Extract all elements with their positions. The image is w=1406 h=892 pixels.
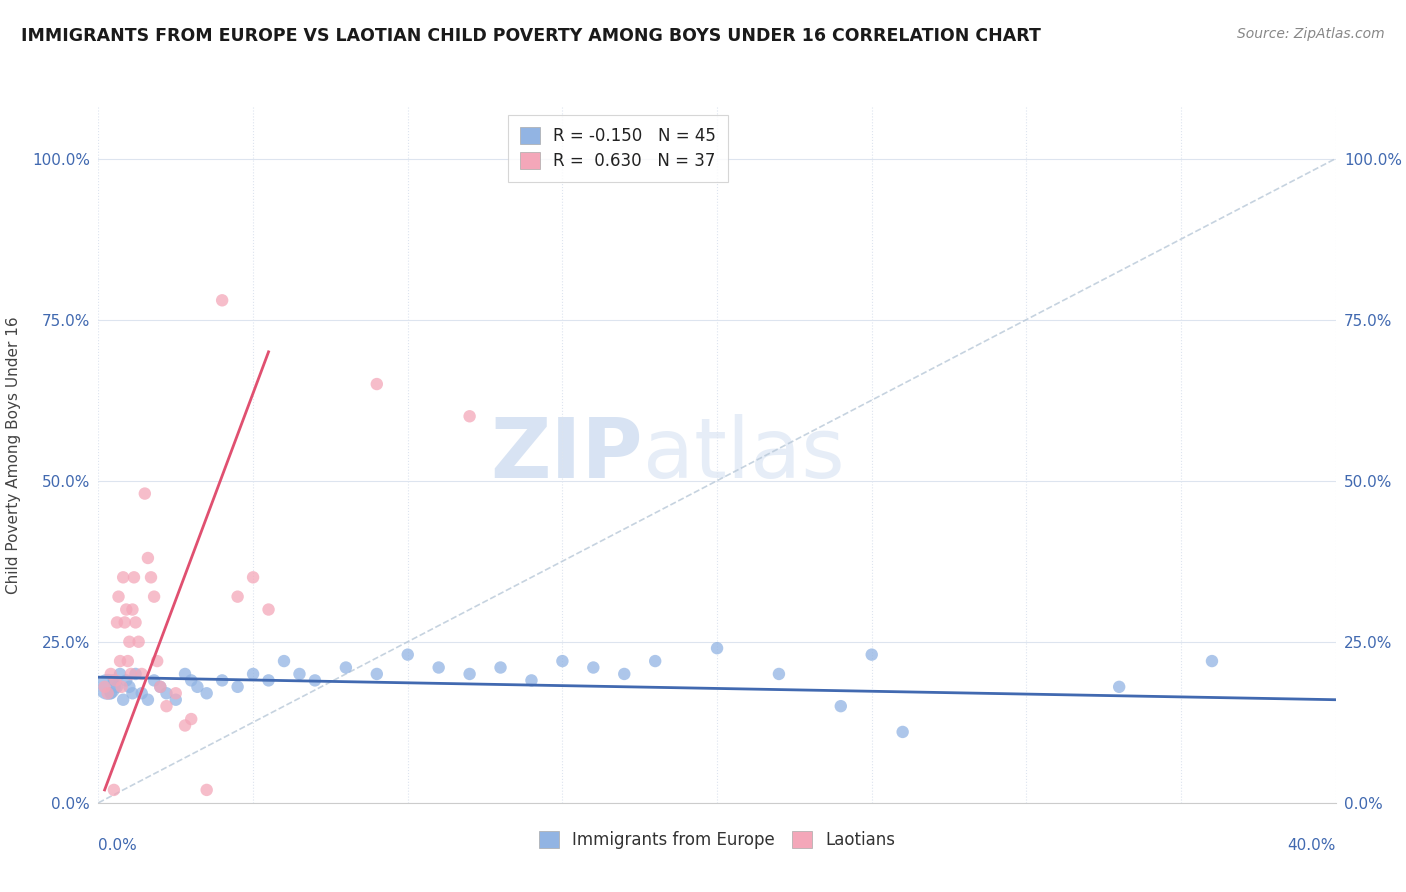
Point	[121, 602, 143, 616]
Point	[1108, 680, 1130, 694]
Point	[174, 718, 197, 732]
Point	[114, 615, 136, 630]
Point	[226, 680, 249, 694]
Point	[891, 725, 914, 739]
Point	[112, 692, 135, 706]
Point	[104, 673, 127, 688]
Point	[180, 673, 202, 688]
Point	[105, 680, 128, 694]
Point	[860, 648, 883, 662]
Point	[644, 654, 666, 668]
Point	[427, 660, 450, 674]
Point	[613, 667, 636, 681]
Point	[131, 686, 153, 700]
Point	[124, 667, 146, 681]
Point	[97, 686, 120, 700]
Point	[186, 680, 208, 694]
Point	[139, 570, 162, 584]
Point	[180, 712, 202, 726]
Text: ZIP: ZIP	[491, 415, 643, 495]
Point	[97, 680, 120, 694]
Point	[118, 680, 141, 694]
Point	[149, 680, 172, 694]
Text: Source: ZipAtlas.com: Source: ZipAtlas.com	[1237, 27, 1385, 41]
Point	[768, 667, 790, 681]
Point	[100, 667, 122, 681]
Point	[489, 660, 512, 674]
Point	[155, 699, 177, 714]
Point	[211, 293, 233, 308]
Point	[582, 660, 605, 674]
Point	[149, 680, 172, 694]
Text: 0.0%: 0.0%	[98, 838, 138, 853]
Text: atlas: atlas	[643, 415, 845, 495]
Point	[257, 673, 280, 688]
Point	[122, 570, 145, 584]
Point	[1201, 654, 1223, 668]
Point	[165, 692, 187, 706]
Point	[366, 377, 388, 392]
Point	[128, 634, 150, 648]
Point	[520, 673, 543, 688]
Point	[103, 673, 125, 688]
Point	[107, 590, 129, 604]
Text: IMMIGRANTS FROM EUROPE VS LAOTIAN CHILD POVERTY AMONG BOYS UNDER 16 CORRELATION : IMMIGRANTS FROM EUROPE VS LAOTIAN CHILD …	[21, 27, 1040, 45]
Point	[335, 660, 357, 674]
Point	[143, 673, 166, 688]
Point	[120, 667, 142, 681]
Point	[273, 654, 295, 668]
Point	[115, 602, 138, 616]
Point	[103, 783, 125, 797]
Point	[165, 686, 187, 700]
Point	[830, 699, 852, 714]
Point	[396, 648, 419, 662]
Point	[124, 615, 146, 630]
Point	[134, 486, 156, 500]
Point	[551, 654, 574, 668]
Point	[706, 641, 728, 656]
Point	[195, 686, 218, 700]
Point	[115, 673, 138, 688]
Point	[112, 570, 135, 584]
Y-axis label: Child Poverty Among Boys Under 16: Child Poverty Among Boys Under 16	[6, 316, 21, 594]
Point	[242, 667, 264, 681]
Legend: Immigrants from Europe, Laotians: Immigrants from Europe, Laotians	[527, 819, 907, 861]
Point	[93, 680, 115, 694]
Text: 40.0%: 40.0%	[1288, 838, 1336, 853]
Point	[155, 686, 177, 700]
Point	[195, 783, 218, 797]
Point	[118, 634, 141, 648]
Point	[366, 667, 388, 681]
Point	[257, 602, 280, 616]
Point	[242, 570, 264, 584]
Point	[146, 654, 169, 668]
Point	[288, 667, 311, 681]
Point	[117, 654, 139, 668]
Point	[136, 551, 159, 566]
Point	[458, 409, 481, 424]
Point	[105, 615, 128, 630]
Point	[108, 667, 131, 681]
Point	[136, 692, 159, 706]
Point	[108, 654, 131, 668]
Point	[304, 673, 326, 688]
Point	[131, 667, 153, 681]
Point	[174, 667, 197, 681]
Point	[226, 590, 249, 604]
Point	[121, 686, 143, 700]
Point	[111, 680, 134, 694]
Point	[458, 667, 481, 681]
Point	[211, 673, 233, 688]
Point	[143, 590, 166, 604]
Point	[100, 686, 122, 700]
